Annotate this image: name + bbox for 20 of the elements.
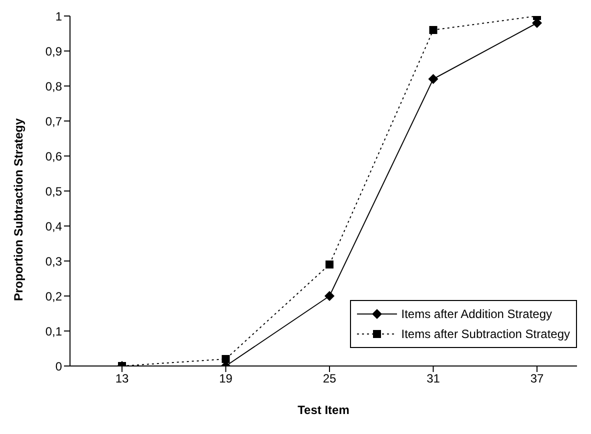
- legend-label: Items after Addition Strategy: [401, 307, 552, 321]
- x-tick-label: 31: [426, 372, 440, 386]
- x-axis-title: Test Item: [298, 403, 350, 417]
- y-tick-label: 0,8: [45, 79, 62, 94]
- x-tick-label: 25: [322, 372, 336, 386]
- y-tick-label: 0,4: [45, 219, 62, 234]
- x-tick-label: 13: [115, 372, 129, 386]
- y-tick-label: 0: [55, 359, 62, 374]
- y-tick-label: 0,9: [45, 44, 62, 58]
- y-tick-label: 0,2: [45, 289, 62, 304]
- y-axis-title: Proportion Subtraction Strategy: [11, 118, 26, 301]
- legend-label: Items after Subtraction Strategy: [401, 327, 570, 341]
- x-tick-label: 37: [530, 372, 544, 386]
- y-tick-label: 0,3: [45, 254, 62, 268]
- y-tick-label: 0,1: [45, 324, 62, 338]
- y-tick-label: 0,5: [45, 184, 62, 198]
- y-tick-label: 0,7: [45, 114, 62, 128]
- x-tick-label: 19: [219, 372, 233, 386]
- y-tick-label: 0,6: [45, 149, 62, 164]
- y-tick-label: 1: [55, 9, 62, 24]
